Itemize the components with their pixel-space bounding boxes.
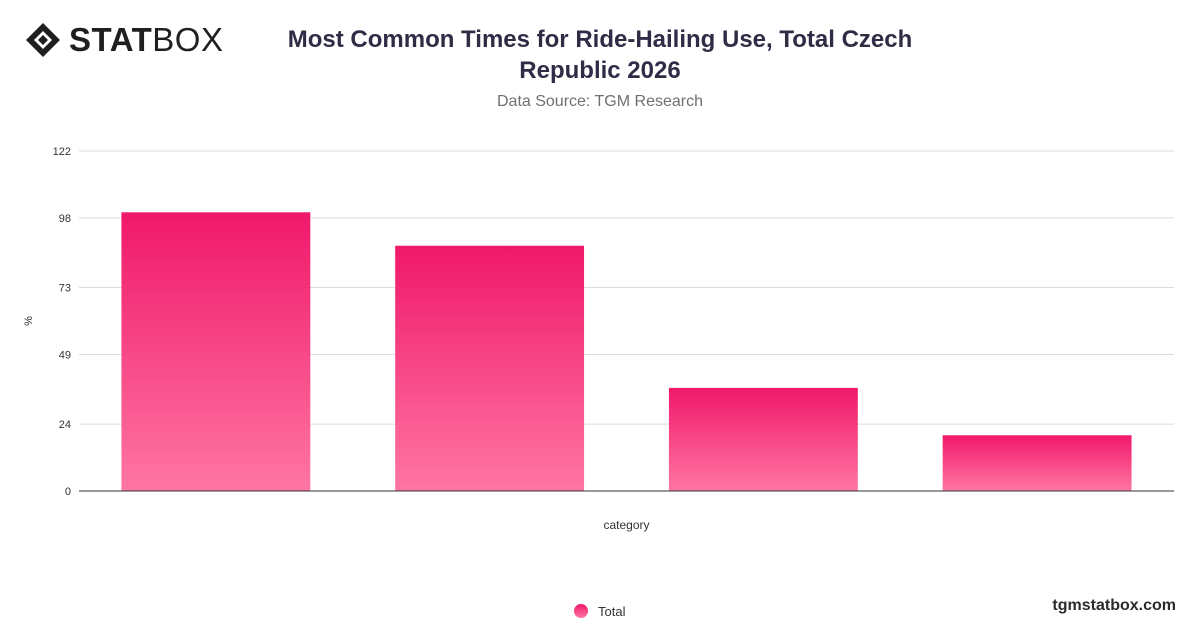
chart-subtitle: Data Source: TGM Research [496,93,703,110]
y-tick-label: 24 [59,419,71,431]
bars [121,212,1132,492]
y-tick-label: 49 [59,349,71,361]
bar-total-4[interactable] [942,435,1132,491]
y-tick-label: 98 [59,213,71,225]
logo-text-strong: STAT [69,21,153,58]
site-url: tgmstatbox.com [1052,597,1176,614]
logo-text-light: BOX [152,21,224,58]
logo-text: STATBOX [69,22,223,58]
statbox-logo: STATBOX [25,22,223,58]
diamond-logo-icon [26,23,60,57]
bar-total-2[interactable] [395,245,585,491]
chart-title: Most Common Times for Ride-Hailing Use, … [287,26,913,84]
legend-label-total: Total [598,603,626,619]
y-tick-labels: 0 24 49 73 98 122 [53,146,71,498]
legend-swatch-total [574,604,588,618]
x-axis-label: category [603,518,649,532]
bar-total-3[interactable] [668,387,858,491]
y-tick-label: 122 [53,146,71,158]
y-tick-label: 73 [59,283,71,295]
y-axis-label: % [23,316,35,326]
y-tick-label: 0 [65,486,71,498]
bar-total-1[interactable] [121,212,311,492]
legend[interactable]: Total [574,602,625,620]
